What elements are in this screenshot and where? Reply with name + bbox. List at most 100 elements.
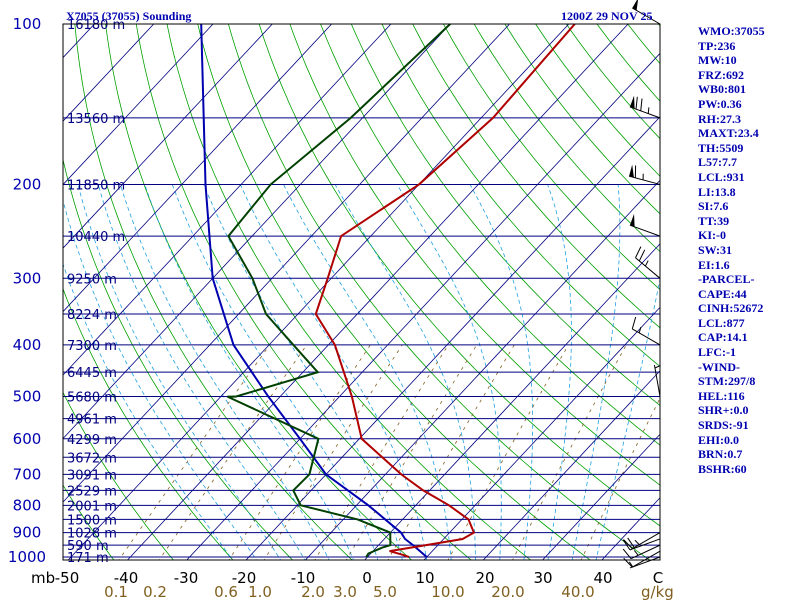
isotherm xyxy=(67,24,570,560)
index-shr: SHR+:0.0 xyxy=(698,403,749,418)
height-label: 5680 m xyxy=(67,391,117,406)
height-label: 2529 m xyxy=(67,484,117,499)
temperature-tick: C xyxy=(653,569,663,587)
dry-adiabat xyxy=(289,24,660,486)
index-wmo: WMO:37055 xyxy=(698,24,765,38)
index-bshr: BSHR:60 xyxy=(698,461,747,476)
index-rh: RH:27.3 xyxy=(698,111,741,126)
isotherm xyxy=(63,24,214,186)
isotherm xyxy=(63,24,392,376)
mixing-ratio-tick: 5.0 xyxy=(373,583,397,600)
pressure-tick: 600 xyxy=(13,430,42,448)
pressure-tick: 200 xyxy=(13,175,42,193)
pressure-unit-label: mb xyxy=(31,569,55,587)
moist-adiabat xyxy=(171,184,379,560)
index-cap: CAP:14.1 xyxy=(698,330,748,345)
dry-adiabat xyxy=(565,24,660,140)
wind-barbs xyxy=(622,0,661,569)
index-stm: STM:297/8 xyxy=(698,374,756,389)
temperature-tick: -20 xyxy=(232,569,257,587)
mixing-ratio-tick: 2.0 xyxy=(301,583,325,600)
valid-time: 1200Z 29 NOV 25 xyxy=(561,9,653,23)
wind-barb-250 xyxy=(629,213,661,237)
height-label: 3672 m xyxy=(67,451,117,466)
mixing-ratio-tick: 10.0 xyxy=(431,583,464,600)
mixing-ratio-unit: g/kg xyxy=(641,583,674,600)
isotherm xyxy=(542,433,660,560)
temperature-tick: -10 xyxy=(291,569,316,587)
dry-adiabat xyxy=(412,24,660,329)
dry-adiabat xyxy=(63,287,234,560)
wind-barb-150 xyxy=(629,95,661,119)
wind-barb-400 xyxy=(631,316,661,346)
height-label: 3091 m xyxy=(67,468,117,483)
pressure-tick: 500 xyxy=(13,388,42,406)
temperature-tick: 0 xyxy=(362,569,372,587)
moist-adiabat xyxy=(203,184,403,560)
dry-adiabat xyxy=(197,24,591,560)
dry-adiabat xyxy=(258,24,660,527)
index-frz: FRZ:692 xyxy=(698,67,744,82)
dry-adiabat xyxy=(443,24,660,291)
index-brn: BRN:0.7 xyxy=(698,447,743,462)
mixing-ratio-tick: 1.0 xyxy=(248,583,272,600)
index-lcl: LCL:931 xyxy=(698,169,745,184)
moist-adiabat xyxy=(334,184,476,560)
plot-frame xyxy=(62,23,661,561)
index-hel: HEL:116 xyxy=(698,388,745,403)
temperature-trace xyxy=(314,24,576,558)
height-label: 16180 m xyxy=(67,18,125,33)
index-tp: TP:236 xyxy=(698,38,736,53)
temperature-tick: 30 xyxy=(533,569,552,587)
index-ei: EI:1.6 xyxy=(698,257,730,272)
dry-adiabat xyxy=(63,391,174,560)
wind-barb-925 xyxy=(622,537,661,551)
dewpoint-trace xyxy=(226,24,451,558)
dry-adiabat xyxy=(105,24,413,560)
pressure-tick: 900 xyxy=(13,524,42,542)
height-label: 2001 m xyxy=(67,499,117,514)
dry-adiabat xyxy=(535,24,660,177)
index-l57: L57:7.7 xyxy=(698,155,737,170)
index-lcl: LCL:877 xyxy=(698,315,745,330)
height-label: 10440 m xyxy=(67,230,125,245)
isotherms xyxy=(0,24,660,568)
index-lfc: LFC:-1 xyxy=(698,345,736,360)
mixing-ratio-tick: 20.0 xyxy=(491,583,524,600)
moist-adiabat xyxy=(119,184,330,560)
temperature-tick: 10 xyxy=(415,569,434,587)
isotherm xyxy=(63,24,451,440)
dry-adiabat xyxy=(166,24,532,560)
index-wb0: WB0:801 xyxy=(698,82,746,97)
isotherm xyxy=(63,24,510,503)
isotherm xyxy=(186,52,660,560)
dry-adiabat xyxy=(473,24,660,253)
mixing-ratio-line xyxy=(228,344,371,560)
index-maxt: MAXT:23.4 xyxy=(698,126,759,141)
mixing-ratio-tick: 40.0 xyxy=(561,583,594,600)
stability-indices-panel: WMO:37055 TP:236 MW:10 FRZ:692 WB0:801 PW:0.3… xyxy=(698,24,800,476)
moist-adiabat xyxy=(595,277,660,560)
wind-barb-950 xyxy=(622,544,661,560)
height-label: 1028 m xyxy=(67,527,117,542)
index-li: LI:13.8 xyxy=(698,184,736,199)
mixing-ratio-line xyxy=(580,397,660,560)
index-pw: PW:0.36 xyxy=(698,96,742,111)
index-wind: -WIND- xyxy=(698,359,740,374)
height-label: 13560 m xyxy=(67,112,125,127)
moist-adiabats xyxy=(63,184,660,560)
pressure-tick: 400 xyxy=(13,336,42,354)
index-parcel: -PARCEL- xyxy=(698,272,755,287)
moist-adiabat xyxy=(97,184,306,560)
mixing-ratio-line xyxy=(447,344,569,560)
isotherm xyxy=(245,116,660,560)
dry-adiabats xyxy=(63,24,660,560)
dry-adiabat xyxy=(228,24,651,560)
index-tt: TT:39 xyxy=(698,213,730,228)
isobars xyxy=(63,23,660,558)
moist-adiabat xyxy=(239,184,428,560)
isotherm xyxy=(304,179,660,560)
isotherm xyxy=(126,24,629,560)
isotherm xyxy=(0,24,35,568)
mixing-ratio-line xyxy=(314,344,449,560)
